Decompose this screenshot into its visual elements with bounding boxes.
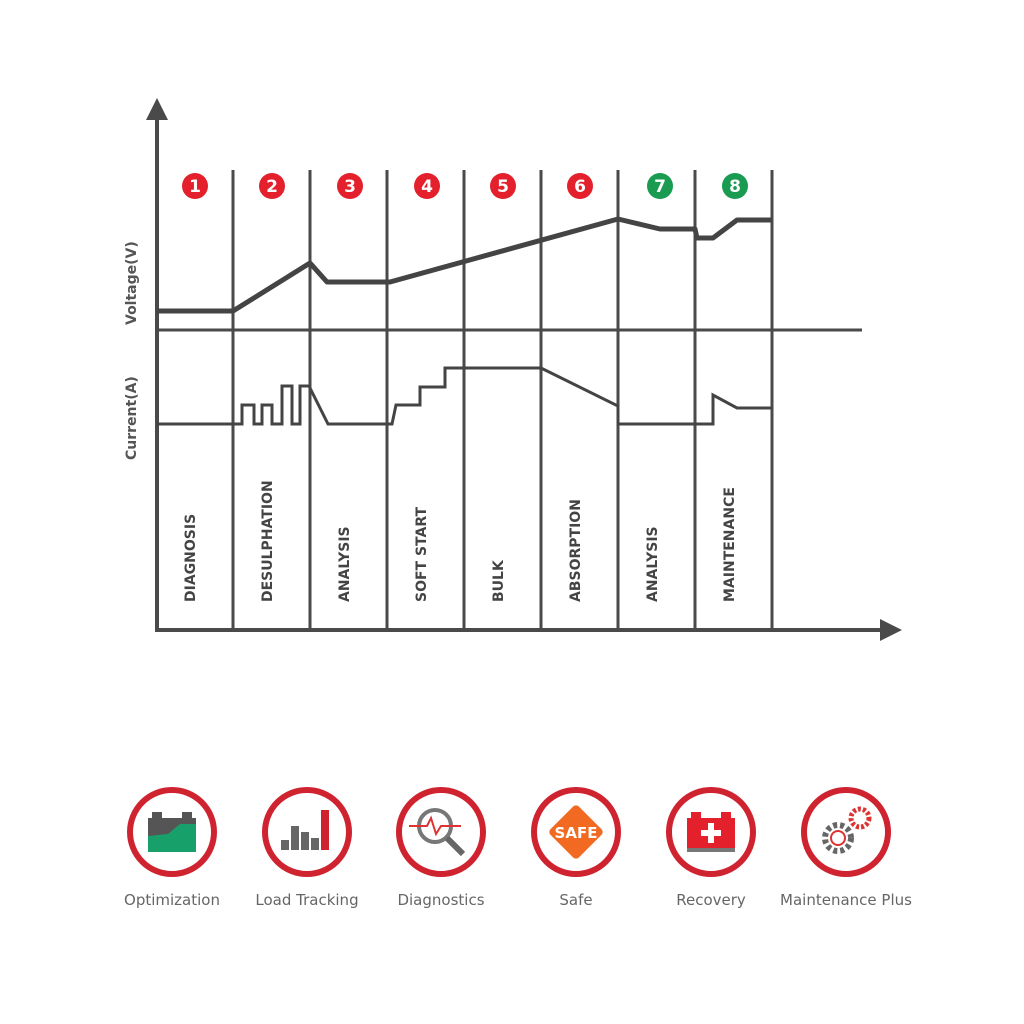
stage-badge-4: 4	[414, 173, 440, 199]
badge-number: 5	[497, 177, 509, 197]
feature-ring	[801, 787, 891, 877]
badge-circle	[414, 173, 440, 199]
safe-diamond-icon: SAFE	[549, 805, 603, 859]
magnifier-pulse-icon	[409, 808, 466, 857]
stage-badge-2: 2	[259, 173, 285, 199]
y-axis-arrow	[146, 98, 168, 120]
x-axis-arrow	[880, 619, 902, 641]
feature-load-tracking: Load Tracking	[255, 787, 359, 909]
stage-label: BULK	[491, 559, 507, 602]
feature-recovery: Recovery	[666, 787, 756, 909]
gears-icon	[822, 806, 872, 854]
stage-label: ANALYSIS	[645, 526, 661, 602]
bar-chart-icon	[281, 810, 329, 850]
stage-badge-7: 7	[647, 173, 673, 199]
feature-label: Diagnostics	[397, 891, 484, 909]
badge-circle	[259, 173, 285, 199]
feature-maintenance-plus: Maintenance Plus	[780, 787, 912, 909]
badge-number: 4	[421, 177, 433, 197]
badge-circle	[722, 173, 748, 199]
stage-label: DIAGNOSIS	[183, 514, 199, 602]
stage-badge-3: 3	[337, 173, 363, 199]
badge-number: 3	[344, 177, 356, 197]
stage-badge-6: 6	[567, 173, 593, 199]
feature-ring	[396, 787, 486, 877]
badge-number: 2	[266, 177, 278, 197]
feature-label: Load Tracking	[255, 891, 358, 909]
feature-label: Optimization	[124, 891, 220, 909]
badge-number: 8	[729, 177, 741, 197]
badge-circle	[490, 173, 516, 199]
battery-level-icon	[148, 812, 196, 852]
badge-number: 1	[189, 177, 201, 197]
badge-circle	[182, 173, 208, 199]
stage-badge-5: 5	[490, 173, 516, 199]
safe-badge-text: SAFE	[555, 824, 598, 842]
voltage-curve	[157, 216, 772, 314]
battery-plus-icon	[687, 812, 735, 852]
stage-label: SOFT START	[414, 506, 430, 602]
badge-circle	[337, 173, 363, 199]
badge-number: 7	[654, 177, 666, 197]
feature-label: Maintenance Plus	[780, 891, 912, 909]
feature-label: Recovery	[676, 891, 746, 909]
feature-optimization: Optimization	[124, 787, 220, 909]
feature-label: Safe	[559, 891, 592, 909]
badge-number: 6	[574, 177, 586, 197]
current-curve	[157, 366, 772, 426]
feature-safe: SAFE Safe	[531, 787, 621, 909]
badge-circle	[647, 173, 673, 199]
stage-label: ABSORPTION	[568, 499, 584, 602]
feature-diagnostics: Diagnostics	[396, 787, 486, 909]
stage-label: DESULPHATION	[260, 480, 276, 602]
badge-circle	[567, 173, 593, 199]
current-axis-label: Current(A)	[124, 376, 140, 460]
stage-badge-1: 1	[182, 173, 208, 199]
voltage-axis-label: Voltage(V)	[124, 241, 140, 325]
stage-label: MAINTENANCE	[722, 487, 738, 602]
stage-badge-8: 8	[722, 173, 748, 199]
stage-label: ANALYSIS	[337, 526, 353, 602]
